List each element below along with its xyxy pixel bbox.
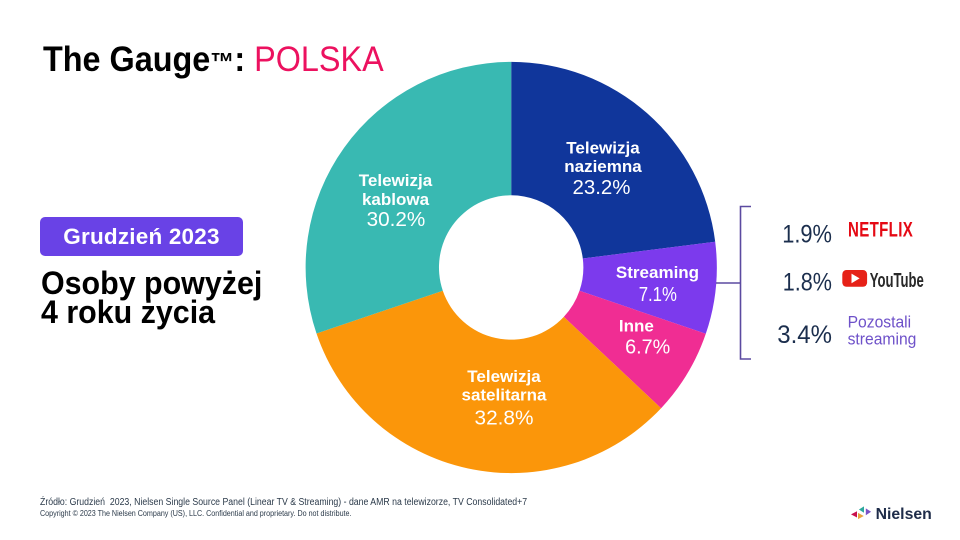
svg-text:3.4%: 3.4% bbox=[777, 321, 832, 349]
svg-text:naziemna: naziemna bbox=[564, 157, 642, 176]
svg-text:6.7%: 6.7% bbox=[625, 336, 670, 358]
svg-text:Telewizja: Telewizja bbox=[467, 367, 541, 386]
svg-text:Inne: Inne bbox=[619, 317, 654, 336]
svg-text:YouTube: YouTube bbox=[870, 268, 924, 292]
svg-text:1.9%: 1.9% bbox=[782, 221, 832, 249]
svg-text:Streaming: Streaming bbox=[616, 263, 699, 282]
svg-text:Pozostali: Pozostali bbox=[848, 313, 912, 331]
svg-text:Nielsen: Nielsen bbox=[876, 506, 932, 523]
svg-text:satelitarna: satelitarna bbox=[462, 386, 548, 405]
svg-text:Telewizja: Telewizja bbox=[566, 138, 640, 157]
svg-text:kablowa: kablowa bbox=[362, 190, 430, 209]
svg-text:7.1%: 7.1% bbox=[639, 284, 677, 306]
svg-text:streaming: streaming bbox=[848, 330, 917, 348]
svg-text:1.8%: 1.8% bbox=[783, 268, 832, 296]
svg-text:Telewizja: Telewizja bbox=[359, 171, 433, 190]
svg-text:32.8%: 32.8% bbox=[475, 408, 534, 430]
svg-text:23.2%: 23.2% bbox=[573, 177, 631, 199]
svg-text:30.2%: 30.2% bbox=[367, 209, 426, 231]
svg-text:NETFLIX: NETFLIX bbox=[848, 217, 913, 241]
